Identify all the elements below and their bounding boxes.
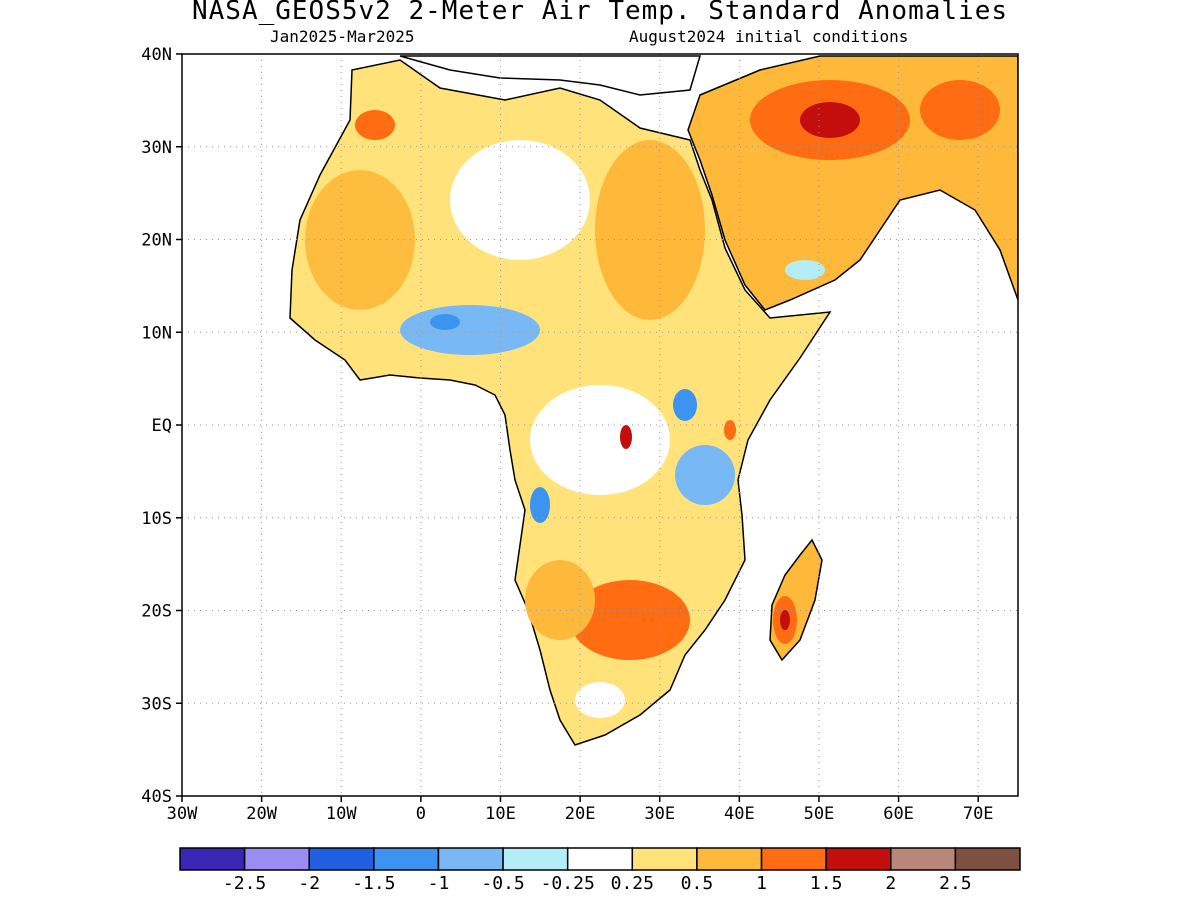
lon-tick-label: 70E bbox=[963, 804, 994, 824]
colorbar-swatch bbox=[179, 847, 246, 871]
map-title: NASA_GEOS5v2 2-Meter Air Temp. Standard … bbox=[191, 0, 1008, 26]
colorbar-swatch bbox=[437, 847, 504, 871]
congo-hot-spot bbox=[620, 425, 632, 449]
forecast-period: Jan2025-Mar2025 bbox=[270, 27, 415, 46]
east-africa-cool-patch bbox=[675, 445, 735, 505]
iraq-hot-core bbox=[800, 102, 860, 138]
lat-tick-label: 20S bbox=[141, 602, 172, 622]
lat-tick-label: 30S bbox=[141, 694, 172, 714]
lake-victoria-cool bbox=[673, 389, 697, 421]
madagascar bbox=[769, 538, 823, 662]
map-area bbox=[182, 54, 1018, 796]
colorbar-swatch bbox=[631, 847, 698, 871]
lon-tick-label: 40E bbox=[724, 804, 755, 824]
colorbar-swatch bbox=[308, 847, 375, 871]
colorbar-label: -2.5 bbox=[223, 873, 266, 894]
colorbar-label: -1.5 bbox=[352, 873, 395, 894]
colorbar-label: -1 bbox=[428, 873, 450, 894]
longitude-axis: 30W 20W 10W 0 10E 20E 30E 40E 50E 60E 70E bbox=[167, 796, 994, 824]
europe-landmass bbox=[399, 55, 702, 96]
colorbar-label: 1 bbox=[756, 873, 767, 894]
colorbar-swatch bbox=[696, 847, 763, 871]
colorbar-label: 2.5 bbox=[939, 873, 972, 894]
angola-cool-patch bbox=[530, 487, 550, 523]
congo-white-patch bbox=[530, 385, 670, 495]
colorbar-label: 1.5 bbox=[810, 873, 843, 894]
colorbar-swatch bbox=[760, 847, 827, 871]
colorbar-swatch bbox=[502, 847, 569, 871]
morocco-hot-patch bbox=[355, 110, 395, 140]
colorbar-swatch bbox=[954, 847, 1021, 871]
lon-tick-label: 20W bbox=[246, 804, 277, 824]
colorbar-swatch bbox=[890, 847, 957, 871]
grid-lines bbox=[182, 54, 1018, 796]
lat-tick-label: 10N bbox=[141, 323, 172, 343]
egypt-sudan-warm-patch bbox=[595, 140, 705, 320]
latitude-axis: 40N 30N 20N 10N EQ 10S 20S 30S 40S bbox=[141, 45, 182, 807]
colorbar-swatch bbox=[566, 847, 634, 871]
lon-tick-label: 50E bbox=[804, 804, 835, 824]
kenya-hot-spot bbox=[724, 420, 736, 440]
colorbar-swatch bbox=[243, 847, 310, 871]
lat-tick-label: 40N bbox=[141, 45, 172, 65]
west-africa-warm-patch bbox=[305, 170, 415, 310]
colorbar-label: 0.5 bbox=[681, 873, 714, 894]
lon-tick-label: 30E bbox=[644, 804, 675, 824]
colorbar-swatch bbox=[373, 847, 440, 871]
yemen-cool-patch bbox=[785, 260, 825, 280]
colorbar-label: -2 bbox=[298, 873, 320, 894]
lon-tick-label: 0 bbox=[416, 804, 426, 824]
lon-tick-label: 30W bbox=[167, 804, 198, 824]
sahara-white-patch bbox=[450, 140, 590, 260]
lon-tick-label: 20E bbox=[565, 804, 596, 824]
south-africa-white-patch bbox=[575, 682, 625, 718]
lat-tick-label: 40S bbox=[141, 787, 172, 807]
lon-tick-label: 10W bbox=[326, 804, 357, 824]
lat-tick-label: 10S bbox=[141, 509, 172, 529]
colorbar-label: 0.25 bbox=[611, 873, 654, 894]
namibia-warm-patch bbox=[525, 560, 595, 640]
colorbar: -2.5 -2 -1.5 -1 -0.5 -0.25 0.25 0.5 1 1.5 2 2.5 bbox=[179, 847, 1021, 894]
initial-conditions: August2024 initial conditions bbox=[629, 27, 909, 46]
colorbar-label: -0.5 bbox=[481, 873, 524, 894]
sahel-cool-core bbox=[430, 314, 460, 330]
iran-hot-patch bbox=[920, 80, 1000, 140]
colorbar-label: -0.25 bbox=[541, 873, 595, 894]
lat-tick-label: 30N bbox=[141, 138, 172, 158]
colorbar-label: 2 bbox=[885, 873, 896, 894]
lat-tick-label: EQ bbox=[152, 416, 172, 436]
lon-tick-label: 10E bbox=[485, 804, 516, 824]
colorbar-swatch bbox=[825, 847, 892, 871]
lat-tick-label: 20N bbox=[141, 231, 172, 251]
madagascar-core bbox=[780, 610, 790, 630]
lon-tick-label: 60E bbox=[883, 804, 914, 824]
